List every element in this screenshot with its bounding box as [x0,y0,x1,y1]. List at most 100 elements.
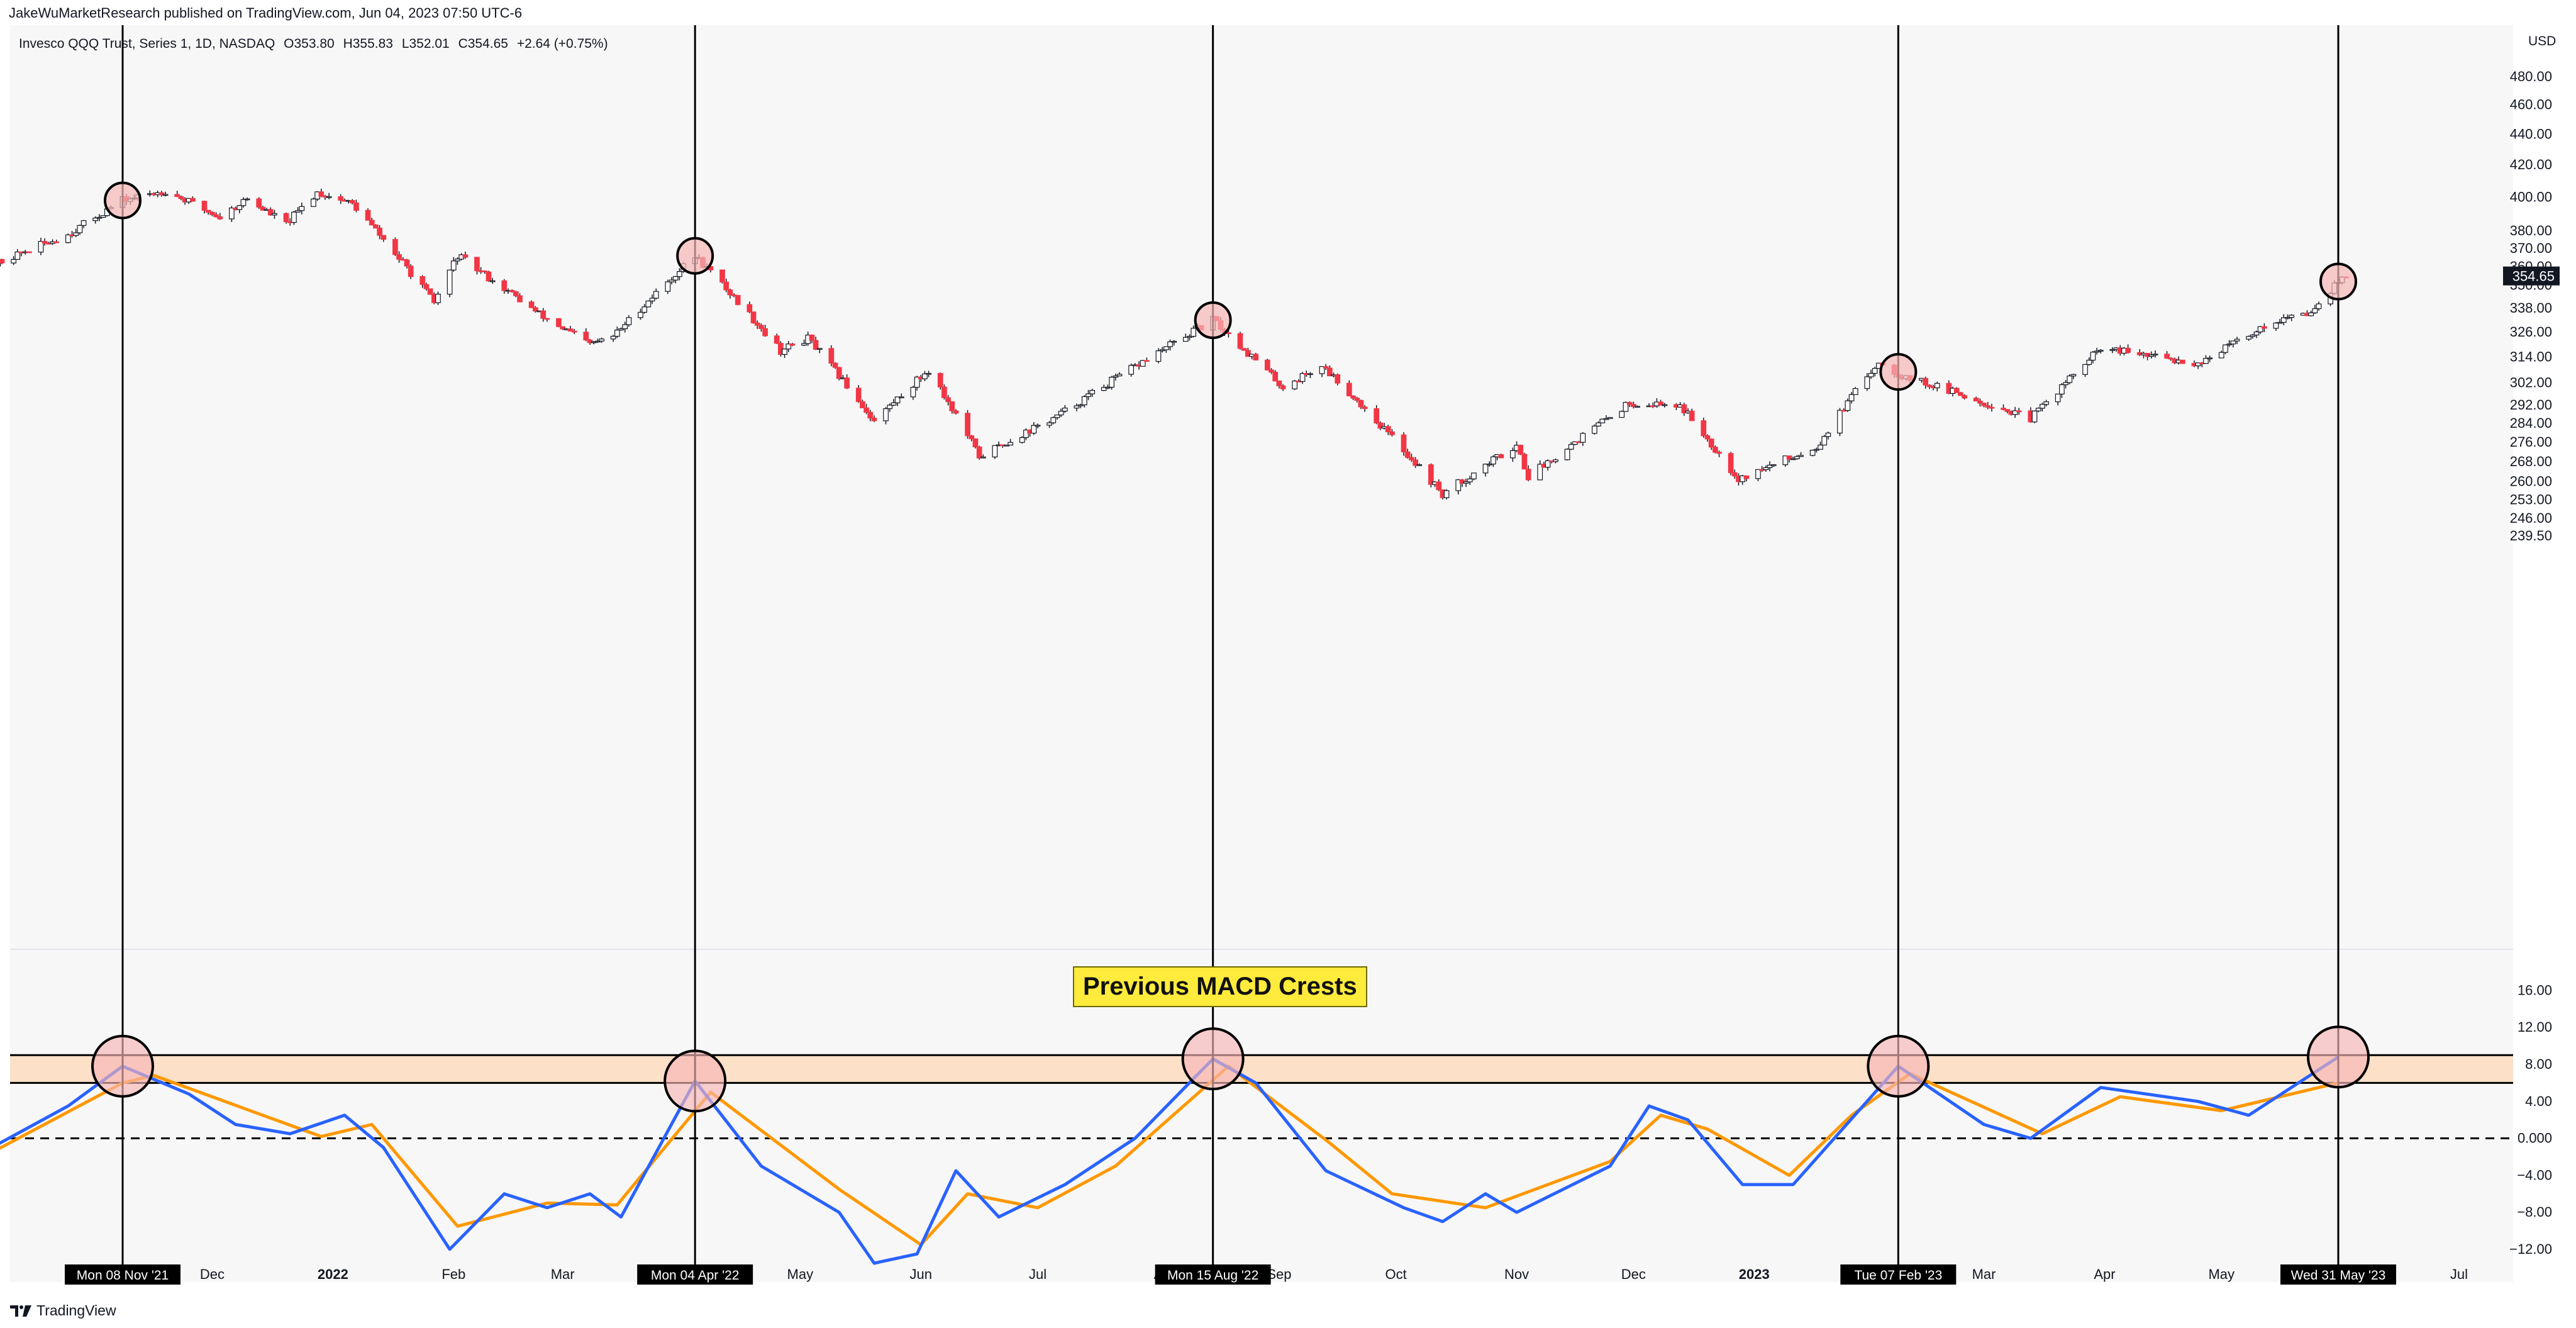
candle-up [2063,382,2068,386]
candle-up [272,213,277,216]
candle-up [914,376,920,388]
candle-up [1596,422,1601,427]
candle-up [1113,375,1119,378]
candle-down [1350,395,1356,399]
candle-down [0,259,5,264]
candle-down [423,284,430,289]
x-tick-label: Jul [2450,1266,2468,1282]
candle-up [1848,394,1855,401]
candle-up [2230,340,2236,345]
candle-down [369,220,375,226]
candle-up [894,396,901,403]
price-tick-label: 480.00 [2510,69,2552,84]
candle-down [201,201,208,211]
candle-up [1798,455,1804,457]
candle-down [1701,420,1707,437]
candle-down [976,446,982,459]
candle-down [42,241,48,244]
candle-down [1389,431,1395,435]
macd-tick-label: −4.00 [2517,1167,2552,1183]
candle-up [1818,444,1823,450]
candle-down [1658,401,1664,406]
candle-down [871,417,877,421]
x-tick-label: Dec [200,1266,225,1282]
candle-up [677,271,682,277]
price-crest-circle [1194,301,1232,339]
macd-tick-label: 8.00 [2525,1056,2552,1072]
candle-down [513,291,519,296]
candle-up [1307,373,1313,376]
x-tick-label: 2022 [318,1266,348,1282]
candle-up [2195,362,2201,367]
candle-up [1864,376,1870,389]
candle-up [891,402,897,406]
candle-down [392,238,398,255]
candle-up [1163,346,1169,350]
candle-down [544,318,550,320]
candle-down [828,348,835,364]
candle-up [1662,404,1668,406]
candle-down [1786,455,1792,460]
candle-up [1023,429,1029,438]
marker-date-box [1155,1264,1271,1285]
candle-down [1362,406,1368,410]
candle-up [2203,358,2209,364]
candle-up [1101,387,1107,391]
price-tick-label: 326.00 [2510,324,2552,340]
candle-up [73,232,79,236]
candle-down [1377,422,1384,429]
x-tick-label: Apr [2094,1266,2115,1282]
candle-up [1564,449,1570,460]
candle-down [1759,469,1765,471]
candle-up [980,456,986,459]
candle-up [1572,441,1578,445]
candle-down [427,288,433,295]
candle-up [1868,372,1874,377]
candle-up [2097,350,2104,352]
candle-up [1455,479,1462,491]
candle-down [1518,445,1524,455]
candle-up [1790,458,1796,460]
candle-up [665,281,671,292]
candle-up [1592,425,1597,434]
candle-up [1755,469,1761,479]
candle-up [1081,396,1087,406]
candle-up [14,251,21,260]
candle-up [1599,418,1606,423]
candle-down [1953,388,1960,393]
candle-up [653,291,659,299]
candle-down [727,289,733,296]
candle-up [2035,408,2041,411]
candle-up [2059,384,2065,394]
candle-up [1128,365,1134,375]
candle-up [1182,337,1189,342]
candle-up [1109,376,1115,388]
candle-down [1374,408,1380,423]
candle-down [1276,381,1282,386]
candle-down [2179,359,2185,364]
candle-up [816,348,823,350]
candle-up [92,217,99,221]
candle-down [1743,475,1750,479]
candle-down [1144,360,1150,362]
x-tick-label: May [2208,1266,2235,1282]
candle-up [1607,416,1613,419]
x-tick-label: Dec [1621,1266,1646,1282]
candle-up [240,199,247,206]
candle-down [1712,447,1718,453]
footer: TradingView [10,1302,116,1319]
candle-down [1962,395,1967,399]
price-tick-label: 284.00 [2510,415,2552,431]
candle-up [1008,442,1014,446]
candle-up [1004,444,1009,447]
candle-up [1471,472,1477,479]
candle-down [528,301,535,308]
candle-up [1319,366,1325,374]
macd-crest-circle [663,1049,727,1113]
candle-down [1525,469,1531,481]
candle-down [380,235,387,240]
candle-down [1241,348,1247,351]
candle-down [1498,454,1504,459]
x-tick-label: Jun [910,1266,932,1282]
candle-up [2277,321,2283,324]
